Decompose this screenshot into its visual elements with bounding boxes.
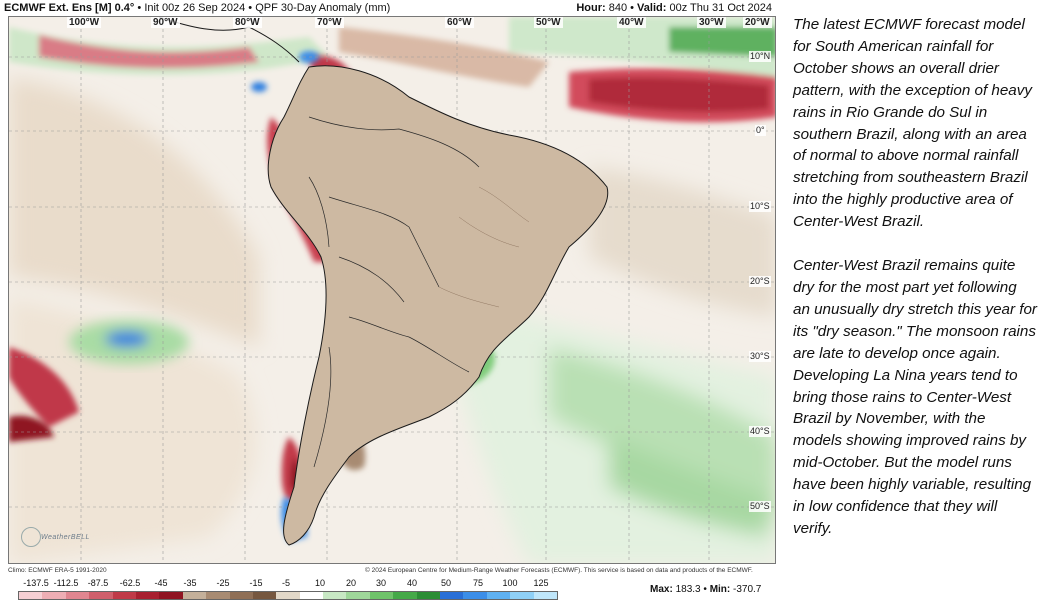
map-canvas (9, 17, 775, 563)
colorbar-tick: 75 (472, 578, 484, 588)
map-footer: Climo: ECMWF ERA-5 1991-2020 © 2024 Euro… (8, 565, 776, 576)
colorbar (18, 591, 558, 600)
commentary-paragraph-2: Center-West Brazil remains quite dry for… (793, 257, 1037, 537)
colorbar-swatch (416, 592, 441, 599)
colorbar-tick: -112.5 (53, 578, 79, 588)
separator: • (630, 2, 634, 14)
colorbar-tick: -25 (216, 578, 230, 588)
colorbar-tick: -35 (183, 578, 197, 588)
state-borders (438, 186, 530, 308)
lat-label: 50°S (749, 501, 771, 512)
logo-ring-icon (21, 527, 41, 547)
colorbar-tick: -5 (281, 578, 291, 588)
colorbar-swatch (440, 592, 464, 599)
map-panel: ECMWF Ext. Ens [M] 0.4° • Init 00z 26 Se… (0, 0, 778, 600)
colorbar-swatch (463, 592, 487, 599)
colorbar-swatch (135, 592, 160, 599)
lat-label: 0° (755, 125, 766, 136)
colorbar-tick: -137.5 (23, 578, 49, 588)
lat-label: 10°S (749, 201, 771, 212)
colorbar-tick: -87.5 (87, 578, 109, 588)
colorbar-swatch (393, 592, 417, 599)
model-name: ECMWF Ext. Ens [M] (4, 2, 112, 14)
hour-label: Hour: (576, 2, 606, 14)
header-left: ECMWF Ext. Ens [M] 0.4° • Init 00z 26 Se… (4, 0, 390, 16)
colorbar-tick: 20 (345, 578, 357, 588)
country-borders (308, 116, 480, 468)
valid-label: Valid: (637, 2, 667, 14)
lon-label: 30°W (697, 17, 726, 28)
anomaly-map: 100°W 90°W 80°W 70°W 60°W 50°W 40°W 30°W… (8, 16, 776, 564)
lon-label: 20°W (743, 17, 772, 28)
colorbar-swatch (19, 592, 43, 599)
lon-label: 100°W (67, 17, 102, 28)
header-right: Hour: 840 • Valid: 00z Thu 31 Oct 2024 (576, 0, 772, 16)
product-name: QPF 30-Day Anomaly (mm) (255, 2, 391, 14)
pacific-wet-spot (69, 320, 189, 364)
colorbar-swatch (252, 592, 277, 599)
weatherbell-logo: WeatherBELL (21, 527, 89, 551)
colorbar-tick: -15 (249, 578, 263, 588)
lon-label: 70°W (315, 17, 344, 28)
lon-label: 90°W (151, 17, 180, 28)
colorbar-swatch (112, 592, 136, 599)
max-min-readout: Max: 183.3 • Min: -370.7 (650, 584, 761, 595)
lat-label: 40°S (749, 426, 771, 437)
lon-label: 80°W (233, 17, 262, 28)
min-label: Min: (709, 584, 731, 595)
commentary-paragraph-1: The latest ECMWF forecast model for Sout… (793, 16, 1032, 231)
separator: • (137, 2, 142, 14)
init-time: Init 00z 26 Sep 2024 (144, 2, 246, 14)
colorbar-swatch (182, 592, 207, 599)
colorbar-ticks: -137.5 -112.5 -87.5 -62.5 -45 -35 -25 -1… (18, 578, 578, 590)
lat-label: 30°S (749, 351, 771, 362)
colorbar-swatch (159, 592, 183, 599)
map-header: ECMWF Ext. Ens [M] 0.4° • Init 00z 26 Se… (0, 0, 778, 16)
hour-value: 840 (608, 2, 628, 14)
colorbar-tick: -45 (154, 578, 168, 588)
colorbar-tick: 30 (375, 578, 387, 588)
max-value: 183.3 (675, 584, 701, 595)
lat-label: 10°N (749, 51, 772, 62)
model-resolution: 0.4° (114, 2, 135, 14)
colorbar-swatch (486, 592, 511, 599)
copyright-note: © 2024 European Centre for Medium-Range … (365, 567, 753, 574)
colorbar-swatch (323, 592, 347, 599)
separator: • (703, 584, 707, 595)
colorbar-tick: 50 (440, 578, 452, 588)
separator: • (248, 2, 253, 14)
ocean-anomaly-fields (9, 77, 775, 563)
colorbar-tick: 125 (533, 578, 549, 588)
colorbar-swatch (206, 592, 230, 599)
commentary-text: The latest ECMWF forecast model for Sout… (793, 14, 1037, 562)
lon-label: 50°W (534, 17, 563, 28)
colorbar-tick: -62.5 (119, 578, 141, 588)
lon-label: 40°W (617, 17, 646, 28)
logo-text: WeatherBELL (41, 534, 90, 541)
colorbar-swatch (229, 592, 253, 599)
lon-label: 60°W (445, 17, 474, 28)
colorbar-swatch (533, 592, 557, 599)
colorbar-swatch (369, 592, 394, 599)
colorbar-tick: 10 (314, 578, 326, 588)
colorbar-swatch (299, 592, 324, 599)
colorbar-swatch (42, 592, 66, 599)
min-value: -370.7 (733, 584, 762, 595)
colorbar-swatch (276, 592, 300, 599)
colorbar-swatch (65, 592, 90, 599)
colorbar-tick: 40 (406, 578, 418, 588)
max-label: Max: (650, 584, 673, 595)
climo-note: Climo: ECMWF ERA-5 1991-2020 (8, 567, 107, 574)
colorbar-tick: 100 (502, 578, 518, 588)
colorbar-swatch (89, 592, 113, 599)
lat-label: 20°S (749, 276, 771, 287)
valid-value: 00z Thu 31 Oct 2024 (669, 2, 772, 14)
pacific-dry-patch (9, 347, 79, 442)
colorbar-swatch (346, 592, 370, 599)
colorbar-swatch (510, 592, 534, 599)
